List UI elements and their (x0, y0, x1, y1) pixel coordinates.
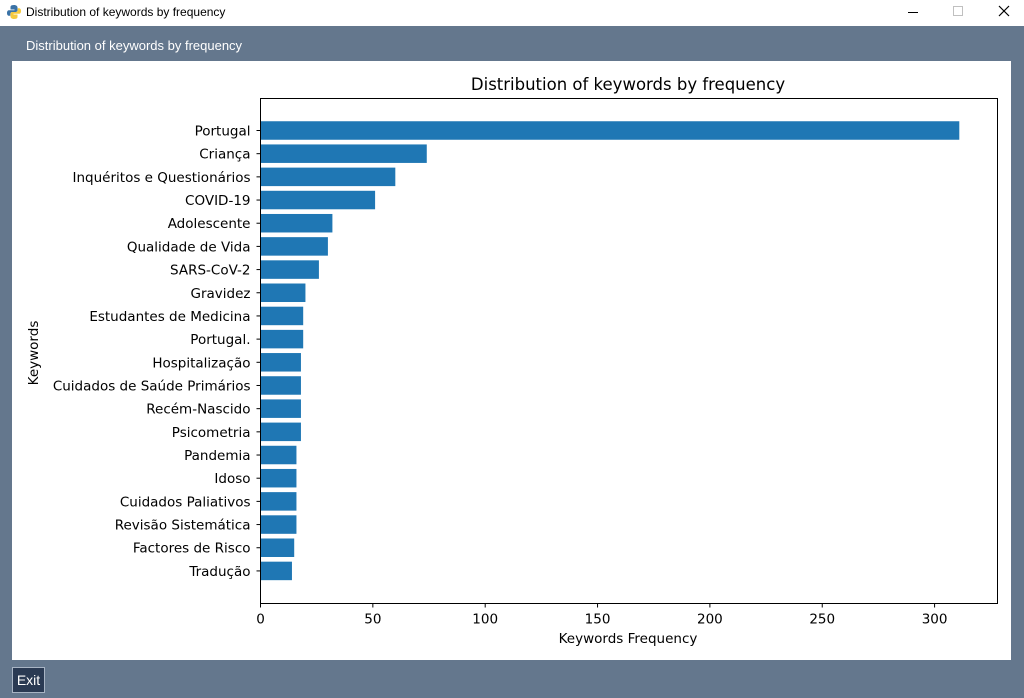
bar-4 (260, 213, 333, 233)
bar-0 (260, 121, 960, 140)
bar-15 (260, 468, 297, 488)
y-tick-label: Recém-Nascido (146, 402, 250, 418)
close-icon (998, 5, 1010, 17)
bar-12 (260, 399, 301, 418)
bar-11 (260, 376, 301, 395)
y-tick-label: COVID-19 (185, 193, 250, 209)
header-label: Distribution of keywords by frequency (26, 38, 243, 53)
y-tick-label: Revisão Sistemática (115, 518, 251, 534)
bar-10 (260, 353, 301, 372)
y-tick-label: Gravidez (191, 286, 251, 302)
bar-9 (260, 329, 304, 349)
y-tick-label: Tradução (188, 564, 250, 580)
y-tick-label: Cuidados de Saúde Primários (53, 378, 251, 394)
x-tick-label: 0 (256, 612, 265, 628)
y-tick-label: SARS-CoV-2 (170, 263, 250, 279)
bar-1 (260, 144, 427, 163)
y-tick-label: Factores de Risco (133, 541, 251, 557)
bar-14 (260, 445, 297, 465)
bar-18 (260, 538, 295, 557)
x-tick-label: 50 (364, 612, 381, 628)
bar-19 (260, 561, 292, 581)
x-tick-label: 150 (585, 612, 611, 628)
plot-panel: Distribution of keywords by frequency Ke… (12, 61, 1011, 660)
y-tick-label: Portugal. (190, 332, 250, 348)
minimize-button[interactable] (890, 0, 936, 26)
bar-16 (260, 492, 297, 511)
bar-7 (260, 283, 306, 303)
y-tick-label: Hospitalização (152, 355, 250, 371)
bar-17 (260, 515, 297, 534)
y-tick-label: Adolescente (168, 216, 251, 232)
plot-frame (260, 98, 998, 604)
y-tick-label: Qualidade de Vida (127, 239, 251, 255)
bar-13 (260, 422, 301, 442)
x-tick-label: 200 (697, 612, 723, 628)
y-tick-label: Pandemia (184, 448, 250, 464)
y-tick-label: Criança (199, 147, 250, 163)
bar-5 (260, 237, 328, 256)
close-button[interactable] (980, 0, 1024, 26)
x-tick-label: 300 (922, 612, 948, 628)
bar-3 (260, 190, 376, 210)
title-bar: Distribution of keywords by frequency (0, 0, 1024, 26)
maximize-button[interactable] (935, 0, 981, 26)
x-tick-label: 250 (809, 612, 835, 628)
y-tick-label: Cuidados Paliativos (120, 494, 251, 510)
y-tick-label: Idoso (214, 471, 250, 487)
bar-8 (260, 306, 304, 326)
exit-button[interactable]: Exit (12, 667, 45, 693)
bar-6 (260, 260, 319, 279)
minimize-icon (908, 12, 918, 13)
y-axis-label: Keywords (26, 321, 42, 386)
bar-chart: Distribution of keywords by frequency Ke… (26, 75, 998, 647)
x-axis-label: Keywords Frequency (559, 631, 698, 647)
window-title: Distribution of keywords by frequency (26, 5, 226, 19)
y-tick-label: Psicometria (172, 425, 251, 441)
x-tick-label: 100 (472, 612, 498, 628)
chart-title: Distribution of keywords by frequency (471, 75, 785, 94)
bar-2 (260, 167, 396, 187)
maximize-icon (953, 6, 963, 16)
y-tick-label: Inquéritos e Questionários (73, 170, 251, 186)
python-icon (7, 5, 21, 19)
y-tick-label: Estudantes de Medicina (89, 309, 250, 325)
y-tick-label: Portugal (195, 124, 251, 140)
